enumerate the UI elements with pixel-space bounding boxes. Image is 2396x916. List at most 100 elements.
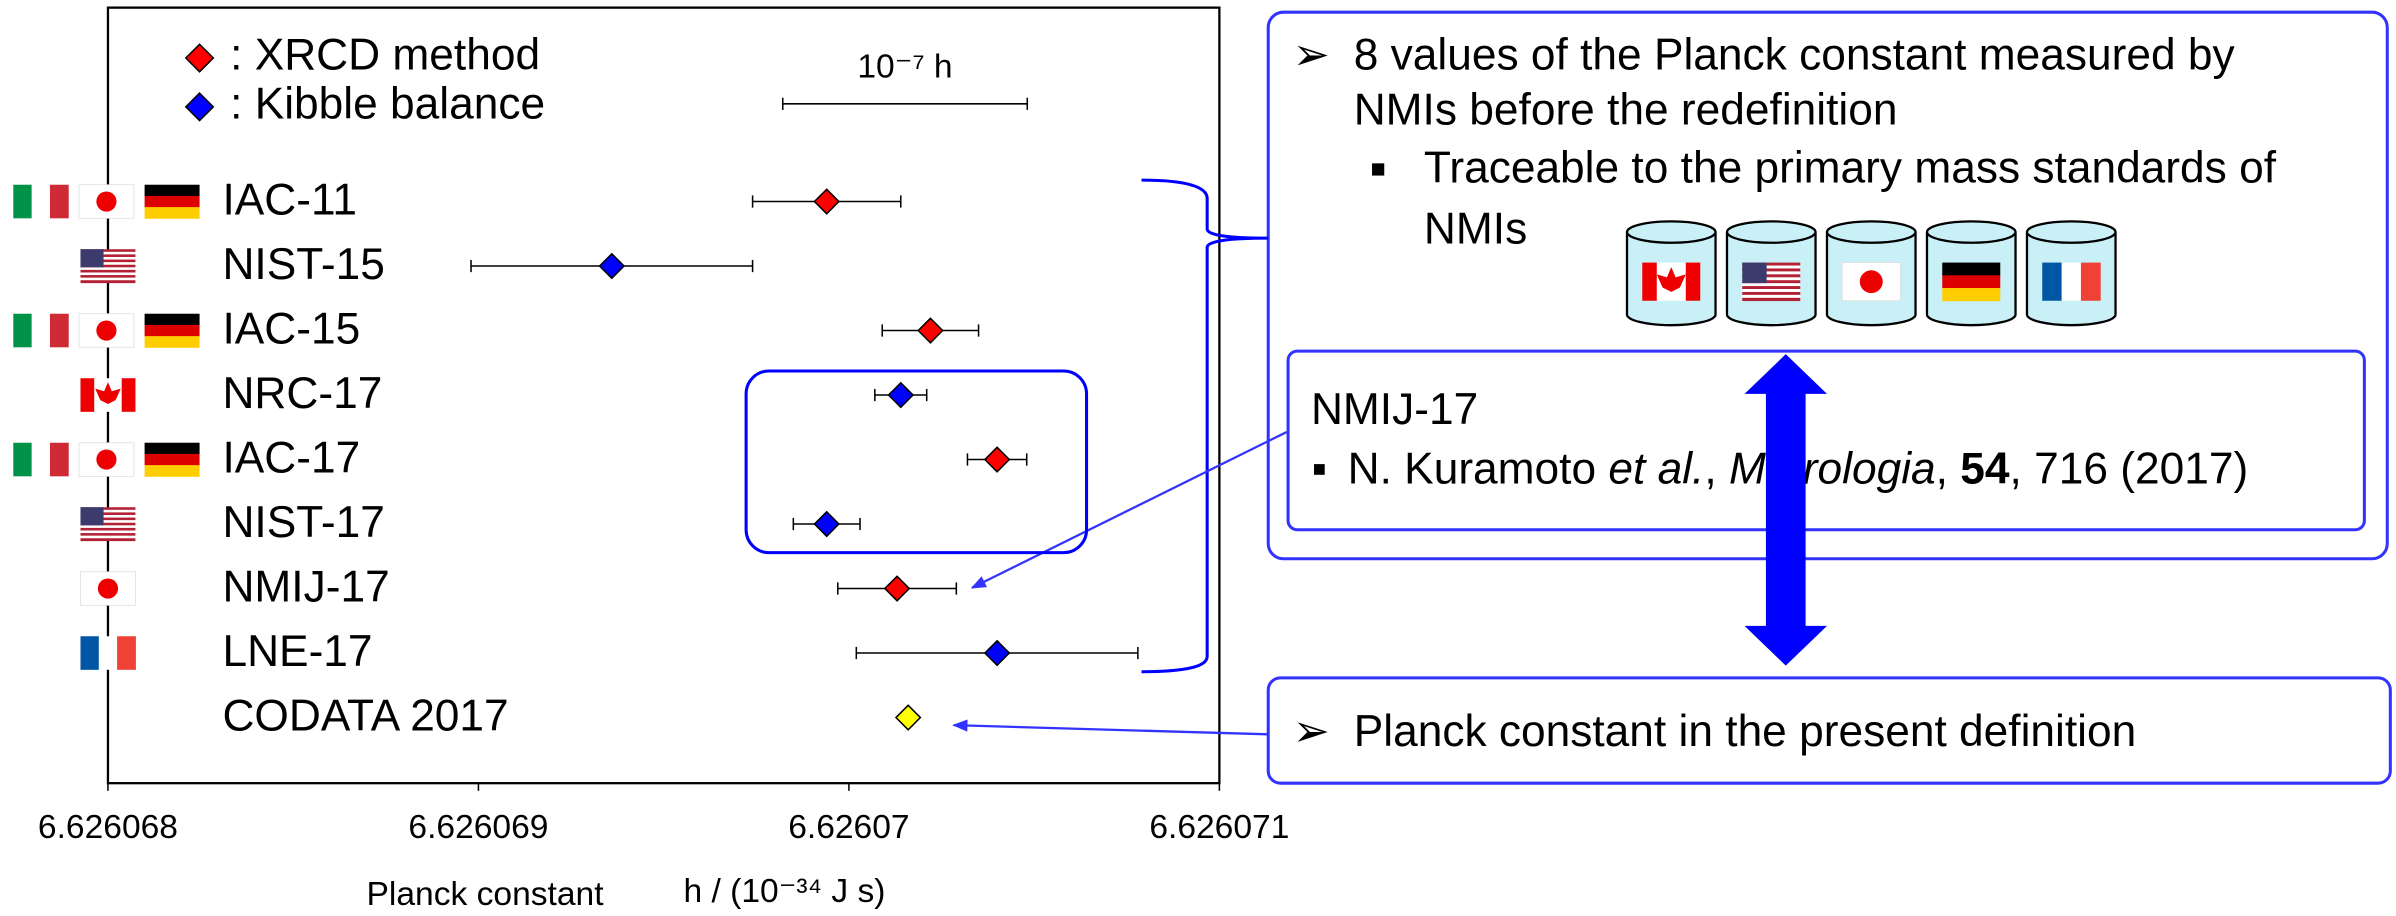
data-point [814, 512, 838, 536]
flag-part [80, 525, 135, 528]
flag-part [2042, 263, 2062, 301]
flag-it [13, 443, 68, 477]
flag-part [145, 196, 200, 208]
cylinder-top [1927, 221, 2016, 242]
flag-part [13, 185, 32, 219]
flag-part [80, 249, 103, 267]
data-point [889, 383, 913, 407]
row-label: NMIJ-17 [222, 563, 389, 612]
flag-part [80, 280, 135, 283]
flag-part [98, 578, 118, 598]
flag-part [80, 275, 135, 278]
definition-text: Planck constant in the present definitio… [1354, 707, 2137, 756]
sub-bullet [1372, 163, 1384, 175]
flag-us [1742, 263, 1800, 301]
x-tick-label: 6.626069 [408, 809, 548, 846]
flag-part [50, 314, 69, 348]
flag-part [1742, 298, 1800, 301]
flag-part [80, 536, 135, 539]
arrow [972, 432, 1286, 588]
ref-part: 54 [1960, 444, 2010, 493]
row-label: IAC-11 [222, 176, 356, 225]
row-label: LNE-17 [222, 627, 372, 676]
cylinder-top [1827, 221, 1916, 242]
flag-de [145, 443, 200, 477]
flag-part [99, 636, 118, 670]
brace [1142, 180, 1269, 672]
flag-part [145, 207, 200, 219]
flag-part [1742, 295, 1800, 298]
flag-us [80, 507, 135, 541]
flag-fr [80, 636, 135, 670]
ref-part: , 716 (2017) [2010, 444, 2249, 493]
row-label: CODATA 2017 [222, 692, 508, 741]
flag-part [80, 270, 135, 273]
highlight-box [746, 371, 1086, 553]
flag-part [13, 443, 32, 477]
flag-part [145, 185, 200, 197]
flag-de [145, 314, 200, 348]
data-point [814, 189, 838, 213]
flag-part [80, 538, 135, 541]
flag-ca [80, 378, 135, 412]
x-axis-label: Planck constant [367, 876, 605, 913]
ref-part: , [1936, 444, 1961, 493]
flag-part [80, 378, 94, 412]
flag-part [1942, 263, 2000, 276]
flag-part [80, 267, 135, 270]
flag-part [1742, 286, 1800, 289]
flag-it [13, 185, 68, 219]
ref-bullet [1314, 464, 1325, 475]
flag-part [145, 443, 200, 455]
x-tick-label: 6.62607 [788, 809, 909, 846]
flag-part [80, 533, 135, 536]
legend-marker [186, 44, 213, 71]
flag-de [1942, 263, 2000, 302]
flag-part [1742, 292, 1800, 295]
flag-jp [79, 185, 134, 219]
reference-title: NMIJ-17 [1311, 385, 1478, 434]
flag-jp [79, 314, 134, 348]
data-point [885, 576, 909, 600]
legend-marker [186, 93, 213, 120]
mass-standards [1627, 221, 2116, 325]
flag-ca [1642, 263, 1700, 301]
data-point [985, 447, 1009, 471]
flag-part [80, 272, 135, 275]
flag-part [145, 465, 200, 477]
flag-jp [1842, 263, 1900, 301]
flag-part [122, 378, 136, 412]
arrow [954, 725, 1268, 734]
flag-part [145, 314, 200, 326]
flag-jp [80, 572, 135, 606]
flag-jp [79, 443, 134, 477]
reference-box [1288, 351, 2364, 530]
flag-part [32, 314, 51, 348]
summary-line: NMIs before the redefinition [1354, 86, 1898, 135]
flag-part [80, 636, 99, 670]
flag-part [80, 530, 135, 533]
row-label: IAC-15 [222, 305, 360, 354]
data-point [896, 705, 920, 729]
scale-bar-label: 10⁻⁷ h [857, 49, 952, 86]
ref-part: , [1704, 444, 1729, 493]
data-point [985, 641, 1009, 665]
flag-part [50, 443, 69, 477]
flag-part [32, 443, 51, 477]
flag-part [145, 336, 200, 348]
flag-part [80, 278, 135, 281]
flag-part [1942, 288, 2000, 301]
flag-part [96, 449, 116, 469]
flag-part [96, 320, 116, 340]
flag-part [80, 507, 103, 525]
flag-part [145, 454, 200, 466]
flag-part [50, 185, 69, 219]
x-axis-unit: h / (10⁻³⁴ J s) [684, 873, 886, 910]
cylinder-top [1727, 221, 1816, 242]
row-label: NIST-15 [222, 240, 384, 289]
flag-part [117, 636, 136, 670]
flag-part [96, 191, 116, 211]
data-point [918, 318, 942, 342]
legend-label: : XRCD method [230, 31, 540, 80]
summary-sub-line: NMIs [1424, 205, 1527, 254]
